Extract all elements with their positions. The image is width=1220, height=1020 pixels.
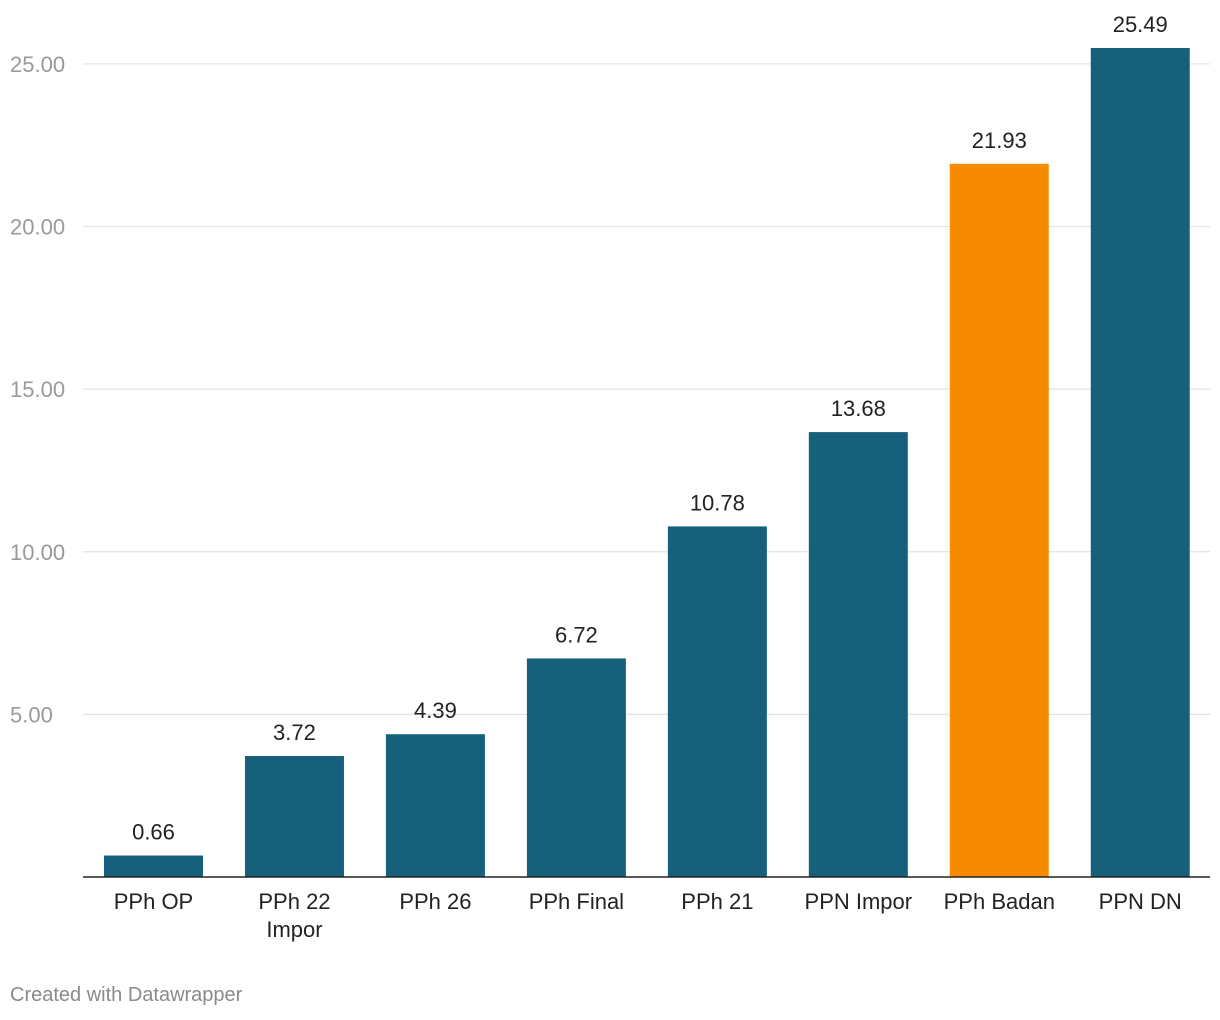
x-axis-labels: PPh OP PPh 22 Impor PPh 26 PPh Final PPh 21 PP…: [114, 889, 1182, 942]
x-tick-label: PPh 21: [681, 889, 753, 914]
x-tick-label: PPN Impor: [805, 889, 913, 914]
x-tick-label-line: PPh 26: [399, 889, 471, 914]
value-label: 13.68: [831, 396, 886, 421]
x-tick-label-line: PPN DN: [1099, 889, 1182, 914]
x-tick-label-line: PPh Final: [529, 889, 624, 914]
credit-text: Created with Datawrapper: [10, 984, 243, 1006]
value-label: 4.39: [414, 698, 457, 723]
y-tick-label: 20.00: [10, 215, 65, 240]
x-tick-label-line: PPh 21: [681, 889, 753, 914]
bar: [1090, 48, 1190, 877]
value-label: 0.66: [132, 820, 175, 845]
x-tick-label-line: PPh OP: [114, 889, 193, 914]
bar: [244, 756, 344, 877]
value-label: 6.72: [555, 622, 598, 647]
x-tick-label-line: Impor: [266, 917, 322, 942]
bar: [808, 432, 908, 877]
x-tick-label: PPN DN: [1099, 889, 1182, 914]
bar-chart: 5.00 10.00 15.00 20.00 25.00 0.66 3.72 4.39 6.7…: [10, 12, 1210, 942]
y-tick-label: 10.00: [10, 540, 65, 565]
value-label: 10.78: [690, 490, 745, 515]
x-tick-label: PPh 26: [399, 889, 471, 914]
x-tick-label-line: PPh Badan: [944, 889, 1055, 914]
value-label: 25.49: [1113, 12, 1168, 37]
value-label: 3.72: [273, 720, 316, 745]
x-tick-label: PPh Badan: [944, 889, 1055, 914]
y-tick-label: 5.00: [10, 702, 53, 727]
value-label: 21.93: [972, 128, 1027, 153]
y-tick-label: 15.00: [10, 377, 65, 402]
bar: [104, 855, 203, 877]
x-tick-label: PPh Final: [529, 889, 624, 914]
x-tick-label: PPh 22 Impor: [258, 889, 330, 942]
value-labels: 0.66 3.72 4.39 6.72 10.78 13.68 21.93 25.49: [132, 12, 1168, 845]
x-tick-label-line: PPN Impor: [805, 889, 913, 914]
y-axis-ticks: 5.00 10.00 15.00 20.00 25.00: [10, 52, 65, 727]
bars: [104, 48, 1190, 878]
bar: [385, 734, 485, 877]
x-tick-label: PPh OP: [114, 889, 193, 914]
bar: [949, 163, 1049, 878]
bar: [667, 526, 767, 877]
y-tick-label: 25.00: [10, 52, 65, 77]
x-tick-label-line: PPh 22: [258, 889, 330, 914]
bar: [526, 658, 626, 877]
